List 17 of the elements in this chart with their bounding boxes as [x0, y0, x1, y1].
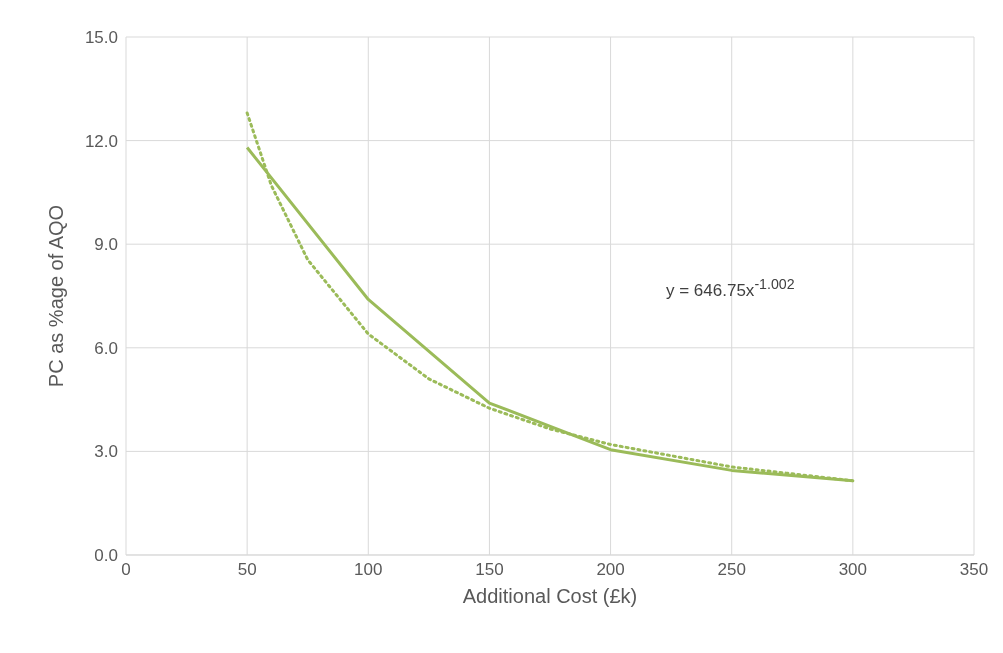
- y-axis-title: PC as %age of AQO: [45, 204, 68, 388]
- x-tick-label: 350: [959, 560, 989, 580]
- y-tick-label: 12.0: [84, 131, 118, 151]
- y-tick-label: 6.0: [94, 338, 118, 358]
- x-tick-label: 0: [121, 560, 131, 580]
- x-tick-label: 150: [475, 560, 504, 580]
- y-tick-label: 9.0: [94, 235, 118, 255]
- x-tick-label: 300: [838, 560, 868, 580]
- y-tick-label: 0.0: [94, 546, 118, 566]
- x-axis-title: Additional Cost (£k): [462, 585, 638, 607]
- x-tick-label: 200: [596, 560, 625, 580]
- x-tick-label: 50: [237, 560, 257, 580]
- y-tick-label: 15.0: [84, 28, 118, 48]
- y-tick-label: 3.0: [94, 442, 118, 462]
- x-tick-label: 100: [354, 560, 383, 580]
- x-tick-label: 250: [717, 560, 746, 580]
- annotation: y = 646.75x$^{-1.002}$: [666, 276, 795, 301]
